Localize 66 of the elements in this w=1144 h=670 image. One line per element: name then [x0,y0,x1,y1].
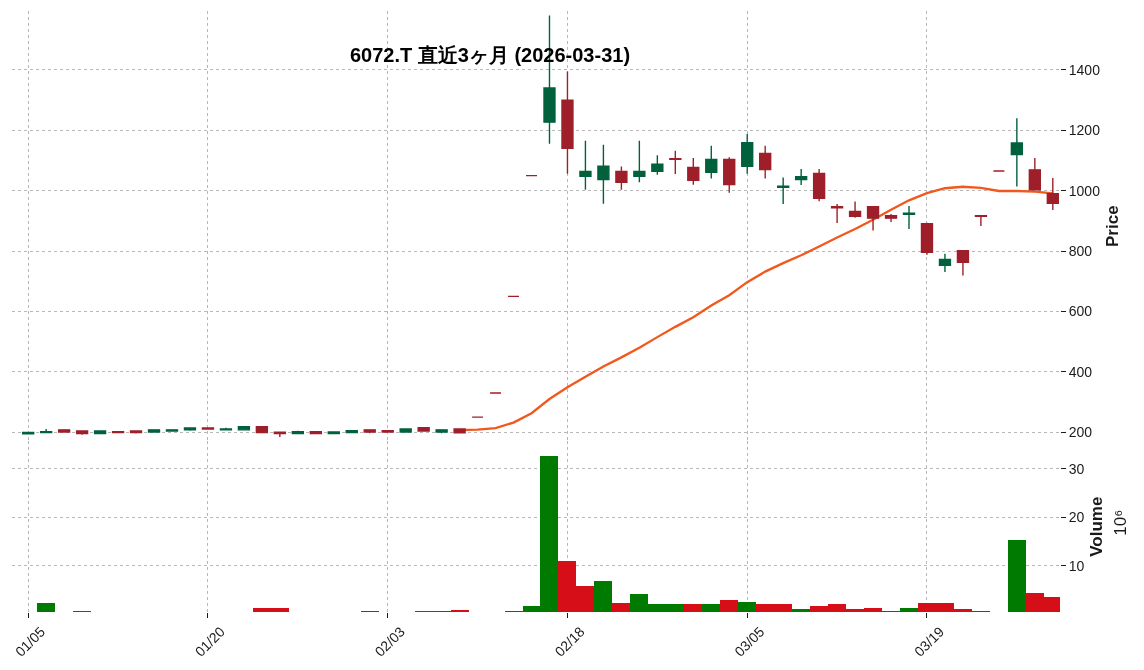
candlestick [866,205,880,232]
candlestick [669,150,682,175]
candlestick [651,154,664,176]
y-tick-label: 800 [1068,242,1093,259]
candlestick [507,295,520,298]
candlestick [759,144,772,180]
bar [702,604,720,612]
candlestick [848,200,862,219]
candlestick [902,205,916,230]
candlestick [525,174,538,177]
candlestick [237,425,251,431]
candlestick [219,427,233,431]
candlestick [561,70,574,175]
y-tick-label: 20 [1068,509,1085,526]
candlestick [93,430,107,435]
bar [720,600,738,612]
candlestick [741,133,754,175]
y-tick-label: 1000 [1068,182,1101,199]
candlestick [920,221,934,256]
y-axis-title: Price [1102,205,1122,247]
candlestick [812,168,826,202]
candlestick [956,250,970,277]
candlestick [705,144,718,180]
candlestick [453,427,466,435]
candlestick [1028,157,1042,191]
candlestick [75,430,89,436]
candlestick [147,428,161,433]
candlestick [57,429,71,433]
candlestick [1010,117,1024,188]
candlestick [597,144,610,205]
candlestick [1046,177,1059,211]
bar [612,603,630,612]
bar [792,609,810,612]
candlestick [417,426,430,433]
y-tick-label: 30 [1068,460,1085,477]
y-tick-label: 200 [1068,424,1093,441]
candlestick [938,253,952,273]
bar [684,604,702,612]
candlestick [723,156,736,194]
candlestick [687,157,700,186]
candlestick [165,428,179,433]
candlestick [830,203,844,224]
candlestick [381,429,394,433]
y-axis-title: Volume [1086,496,1106,557]
candlestick [201,426,215,430]
candlestick [183,427,197,432]
candlestick [615,165,628,191]
candlestick [794,168,808,186]
candlestick [363,429,376,434]
bar [1008,540,1026,612]
y-tick-label: 600 [1068,303,1093,320]
bar [738,602,756,612]
candlestick [974,215,988,227]
text: 10⁶ [1111,509,1131,536]
y-tick-label: 400 [1068,363,1093,380]
candlestick [435,428,448,433]
candlestick [776,176,790,205]
y-tick-label: 1200 [1068,122,1101,139]
bar [594,581,612,612]
y-tick-label: 1400 [1068,61,1101,78]
candlestick [399,427,412,433]
candlestick [579,140,592,191]
candlestick [884,213,898,223]
y-tick-label: 10 [1068,557,1085,574]
candlestick [633,140,646,183]
bar [37,603,55,612]
